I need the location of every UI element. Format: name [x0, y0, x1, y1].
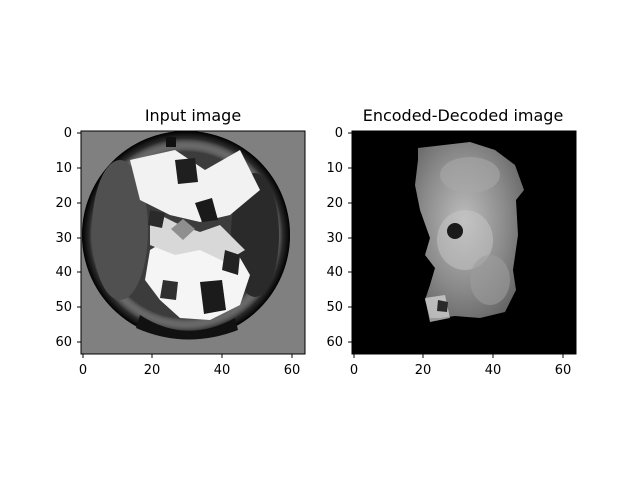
input-x-axis: 0 20 40 60 — [79, 354, 300, 378]
input-y-tick: 0 — [64, 126, 72, 141]
decoded-y-tick: 40 — [326, 265, 343, 280]
input-image-title: Input image — [145, 106, 241, 125]
input-x-tick: 0 — [79, 363, 87, 378]
input-image — [81, 131, 305, 354]
input-y-tick: 20 — [55, 196, 72, 211]
decoded-image — [352, 131, 576, 354]
input-y-tick: 50 — [55, 300, 72, 315]
input-y-tick: 10 — [55, 161, 72, 176]
decoded-y-tick: 50 — [326, 300, 343, 315]
input-x-tick: 20 — [144, 363, 161, 378]
input-y-tick: 30 — [55, 231, 72, 246]
decoded-image-title: Encoded-Decoded image — [363, 106, 564, 125]
decoded-x-axis: 0 20 40 60 — [350, 354, 571, 378]
input-y-axis: 0 10 20 30 40 50 60 — [55, 126, 81, 350]
input-x-tick: 60 — [284, 363, 301, 378]
decoded-y-tick: 20 — [326, 196, 343, 211]
input-image-panel: Input image — [55, 106, 306, 378]
decoded-x-tick: 0 — [350, 363, 358, 378]
decoded-x-tick: 60 — [555, 363, 572, 378]
input-x-tick: 40 — [214, 363, 231, 378]
decoded-x-tick: 40 — [485, 363, 502, 378]
decoded-image-panel: Encoded-Decoded image 0 10 20 30 40 5 — [326, 106, 577, 378]
decoded-y-axis: 0 10 20 30 40 50 60 — [326, 126, 352, 350]
input-y-tick: 60 — [55, 335, 72, 350]
decoded-y-tick: 30 — [326, 231, 343, 246]
decoded-x-tick: 20 — [415, 363, 432, 378]
input-y-tick: 40 — [55, 265, 72, 280]
decoded-y-tick: 0 — [335, 126, 343, 141]
decoded-y-tick: 10 — [326, 161, 343, 176]
decoded-y-tick: 60 — [326, 335, 343, 350]
